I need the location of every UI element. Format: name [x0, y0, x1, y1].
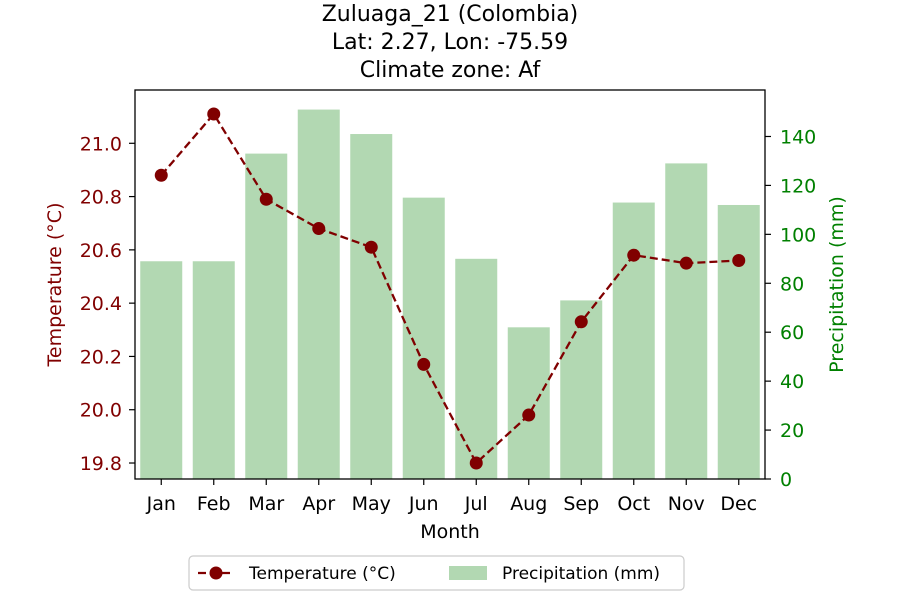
- chart-title-line: Lat: 2.27, Lon: -75.59: [332, 30, 568, 55]
- precipitation-tick-label: 100: [780, 224, 816, 246]
- temperature-point: [627, 248, 641, 262]
- precipitation-axis: 0 20 40 60 80 100 120 140 Precipitation (mm): [765, 126, 848, 491]
- x-axis: Jan Feb Mar Apr May Jun Jul Aug Sep Oct Nov Dec Mont…: [146, 479, 757, 543]
- x-tick-label: Jan: [146, 493, 176, 515]
- precipitation-tick-label: 80: [780, 273, 804, 295]
- chart-title-line: Zuluaga_21 (Colombia): [322, 2, 579, 27]
- precipitation-bar: [612, 202, 655, 479]
- precipitation-tick-label: 60: [780, 322, 804, 344]
- legend-temperature-label: Temperature (°C): [248, 564, 396, 584]
- temperature-point: [574, 315, 588, 329]
- precipitation-tick-label: 20: [780, 420, 804, 442]
- x-tick-label: Mar: [248, 493, 284, 515]
- temperature-point: [469, 456, 483, 470]
- temperature-point: [417, 357, 431, 371]
- legend: Temperature (°C) Precipitation (mm): [188, 555, 685, 591]
- legend-temperature-marker: [209, 566, 223, 580]
- precipitation-bar: [665, 163, 708, 479]
- legend-precipitation-label: Precipitation (mm): [502, 564, 660, 584]
- x-tick-label: Jun: [408, 493, 439, 515]
- temperature-axis: 19.8 20.0 20.2 20.4 20.6 20.8 21.0 Temperature …: [44, 133, 135, 475]
- temperature-axis-label: Temperature (°C): [44, 203, 66, 368]
- legend-precipitation-swatch: [449, 566, 487, 580]
- plot-frame: [134, 89, 766, 480]
- temperature-tick-label: 20.2: [80, 346, 122, 368]
- temperature-point: [679, 256, 693, 270]
- temperature-point: [207, 107, 221, 121]
- temperature-tick-label: 20.6: [80, 240, 122, 262]
- precipitation-bars: [140, 109, 760, 480]
- temperature-tick-label: 19.8: [80, 453, 122, 475]
- precipitation-bar: [350, 134, 393, 480]
- x-tick-label: Sep: [563, 493, 599, 515]
- temperature-point: [522, 408, 536, 422]
- precipitation-bar: [402, 197, 445, 479]
- chart-title-line: Climate zone: Af: [360, 58, 542, 83]
- x-tick-label: Jul: [464, 493, 488, 515]
- precipitation-axis-label: Precipitation (mm): [826, 196, 848, 373]
- x-tick-label: May: [352, 493, 391, 515]
- temperature-line: [160, 112, 739, 465]
- precipitation-tick-label: 40: [780, 371, 804, 393]
- precipitation-bar: [717, 204, 760, 479]
- chart-title: Zuluaga_21 (Colombia) Lat: 2.27, Lon: -75…: [322, 2, 579, 83]
- precipitation-bar: [192, 261, 235, 479]
- x-axis-label: Month: [420, 521, 480, 543]
- temperature-point: [364, 240, 378, 254]
- plot-border: [134, 89, 766, 480]
- temperature-point: [154, 168, 168, 182]
- precipitation-bar: [140, 261, 183, 479]
- x-tick-label: Dec: [720, 493, 757, 515]
- temperature-point: [312, 222, 326, 236]
- x-tick-label: Feb: [197, 493, 231, 515]
- temperature-tick-label: 20.8: [80, 187, 122, 209]
- precipitation-tick-label: 120: [780, 175, 816, 197]
- temperature-tick-label: 20.4: [80, 293, 122, 315]
- precipitation-bar: [297, 109, 340, 479]
- temperature-tick-label: 20.0: [80, 400, 122, 422]
- temperature-series: [154, 107, 746, 470]
- x-tick-label: Oct: [617, 493, 650, 515]
- precipitation-tick-label: 140: [780, 126, 816, 148]
- precipitation-bar: [560, 300, 603, 479]
- precipitation-bar: [507, 327, 550, 479]
- x-tick-label: Aug: [510, 493, 547, 515]
- temperature-point: [732, 254, 746, 268]
- legend-box: [188, 555, 685, 591]
- temperature-tick-label: 21.0: [80, 133, 122, 155]
- precipitation-tick-label: 0: [780, 469, 792, 491]
- x-tick-label: Apr: [302, 493, 335, 515]
- precipitation-bar: [455, 258, 498, 479]
- x-tick-label: Nov: [668, 493, 705, 515]
- temperature-point: [259, 192, 273, 206]
